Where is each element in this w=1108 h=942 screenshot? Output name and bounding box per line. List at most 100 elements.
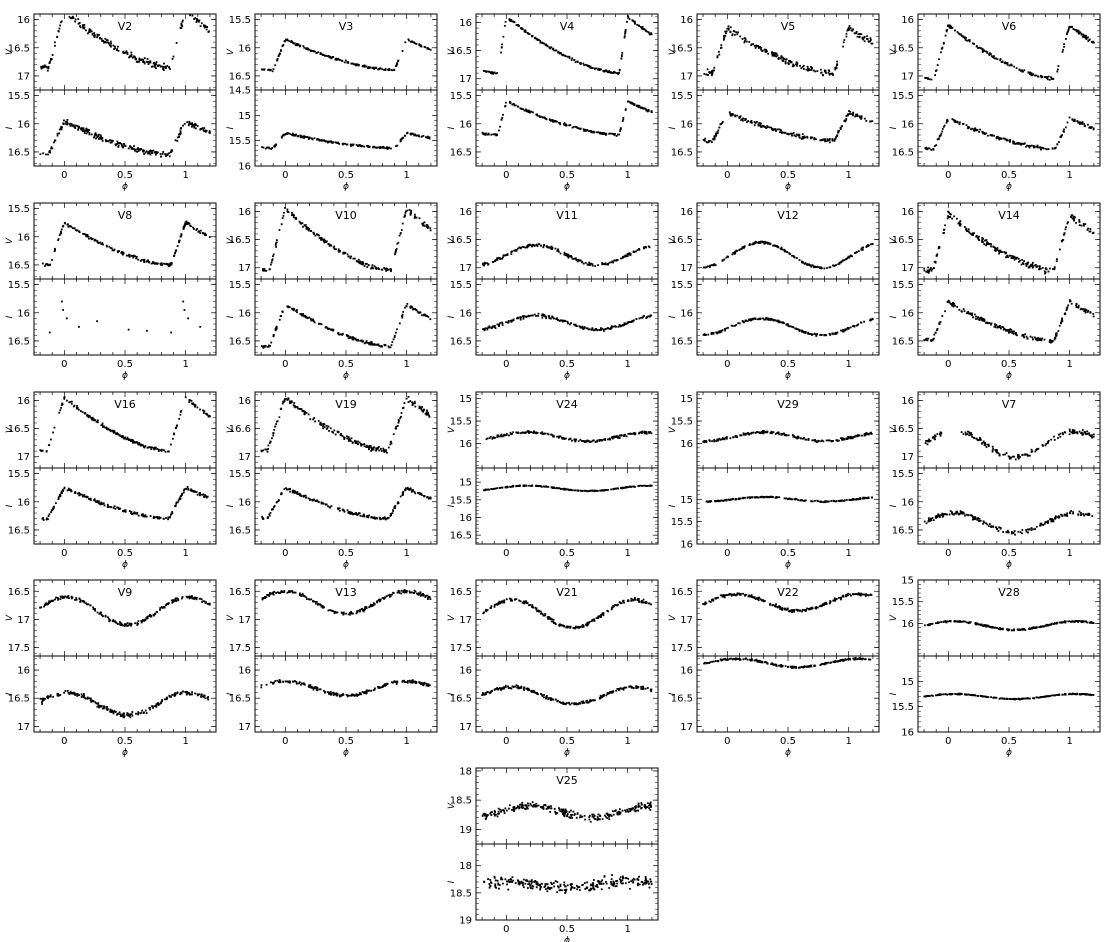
data-point — [963, 310, 966, 312]
data-point — [541, 316, 544, 319]
data-point — [179, 410, 182, 413]
data-point — [632, 19, 635, 22]
data-point — [63, 396, 66, 399]
data-point — [179, 132, 182, 134]
data-point — [275, 143, 278, 146]
data-point — [134, 255, 137, 258]
data-point — [135, 441, 137, 444]
y-axis-label: V — [226, 237, 236, 244]
data-point — [160, 262, 163, 265]
data-point — [845, 119, 847, 122]
data-point — [641, 26, 644, 28]
data-point — [957, 32, 960, 35]
data-point — [117, 146, 120, 148]
data-point — [976, 236, 979, 239]
data-point — [1073, 119, 1076, 122]
data-point — [610, 261, 613, 264]
data-point — [774, 52, 776, 54]
data-point — [127, 147, 130, 150]
data-point — [938, 58, 940, 61]
data-point — [96, 36, 99, 39]
data-point — [294, 44, 297, 46]
data-point — [773, 244, 776, 247]
data-point — [1004, 62, 1007, 65]
data-point — [849, 326, 852, 329]
data-point — [420, 408, 423, 411]
data-point — [127, 328, 130, 331]
data-point — [716, 331, 719, 334]
data-point — [374, 146, 377, 149]
data-point — [347, 62, 350, 64]
data-point — [389, 512, 392, 515]
data-point — [621, 324, 623, 327]
data-point — [310, 137, 313, 140]
data-point — [338, 250, 341, 253]
data-point — [361, 340, 364, 343]
data-point — [125, 254, 128, 257]
data-point — [154, 63, 157, 66]
data-point — [551, 248, 553, 250]
data-point — [583, 326, 586, 328]
data-point — [292, 491, 295, 494]
data-point — [359, 514, 362, 517]
data-point — [363, 515, 366, 518]
data-point — [846, 113, 849, 116]
data-point — [1075, 304, 1078, 307]
data-point — [415, 42, 418, 45]
data-point — [121, 145, 124, 148]
data-point — [869, 318, 872, 321]
data-point — [999, 326, 1001, 329]
data-point — [343, 251, 345, 254]
data-point — [348, 337, 351, 339]
data-point — [292, 489, 294, 492]
data-point — [831, 73, 834, 75]
data-point — [408, 208, 411, 211]
data-point — [114, 144, 117, 147]
data-point — [820, 267, 822, 270]
data-point — [541, 41, 543, 44]
data-point — [865, 119, 868, 122]
data-point — [598, 68, 601, 71]
data-point — [273, 145, 276, 148]
data-point — [959, 223, 962, 226]
data-point — [155, 61, 158, 64]
data-point — [400, 415, 402, 418]
data-point — [43, 64, 46, 67]
data-point — [638, 24, 640, 27]
data-point — [789, 132, 792, 135]
data-point — [63, 486, 66, 489]
data-point — [716, 56, 719, 59]
data-point — [351, 144, 354, 147]
data-point — [535, 38, 538, 41]
data-point — [112, 506, 115, 509]
data-point — [871, 317, 874, 320]
data-point — [604, 132, 606, 135]
data-point — [388, 346, 391, 349]
data-point — [541, 116, 544, 119]
data-point — [179, 413, 182, 416]
data-point — [566, 255, 569, 258]
y-tick-label: 16 — [901, 308, 914, 319]
data-point — [611, 325, 614, 328]
data-point — [326, 427, 329, 430]
data-point — [859, 321, 862, 324]
data-point — [828, 73, 831, 76]
data-point — [58, 128, 61, 131]
data-point — [88, 415, 91, 418]
data-point — [421, 222, 424, 225]
data-point — [293, 402, 296, 404]
data-point — [519, 107, 522, 110]
data-point — [855, 324, 858, 327]
star-name-label: V16 — [114, 398, 136, 411]
data-point — [593, 131, 596, 134]
data-point — [331, 56, 333, 59]
data-point — [350, 145, 352, 147]
x-tick-label: 0 — [503, 170, 509, 181]
data-point — [193, 124, 196, 127]
data-point — [281, 310, 284, 313]
data-point — [631, 102, 633, 105]
data-point — [828, 70, 831, 73]
data-point — [289, 133, 292, 136]
data-point — [626, 253, 629, 256]
